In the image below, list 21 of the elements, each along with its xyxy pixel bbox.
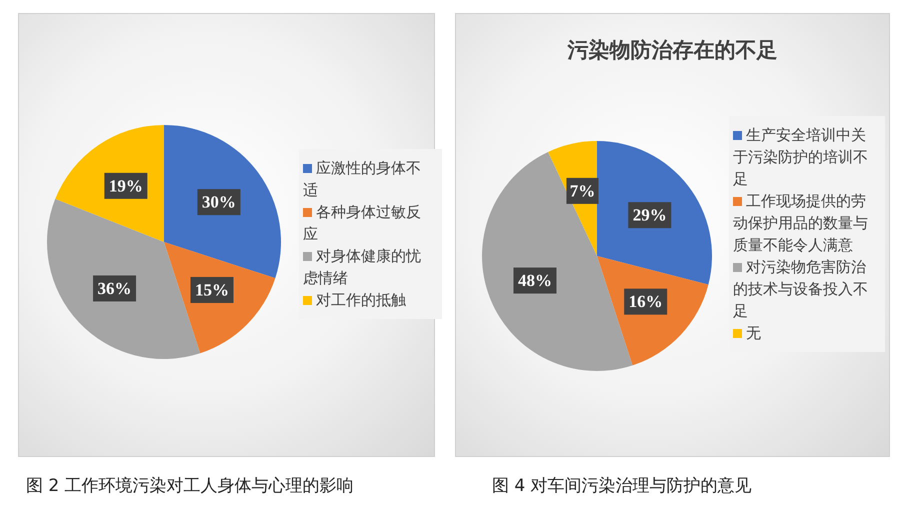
data-label: 48% <box>518 271 552 290</box>
data-label: 15% <box>194 280 229 300</box>
legend-label: 对污染物危害防治的技术与设备投入不足 <box>733 258 868 320</box>
legend-label: 各种身体过敏反应 <box>303 203 421 243</box>
pie-slice <box>164 125 281 278</box>
legend-label: 应激性的身体不适 <box>303 159 421 199</box>
data-label: 36% <box>98 278 132 298</box>
legend-label: 生产安全培训中关于污染防护的培训不足 <box>733 126 868 188</box>
legend-label: 对身体健康的忧虑情绪 <box>303 247 421 287</box>
caption: 图 2 工作环境污染对工人身体与心理的影响 <box>25 475 355 498</box>
legend-label: 工作现场提供的劳动保护用品的数量与质量不能令人满意 <box>733 192 868 254</box>
data-label: 16% <box>628 292 663 312</box>
legend-label: 无 <box>746 324 761 342</box>
caption: 图 4 对车间污染治理与防护的意见 <box>491 475 753 498</box>
legend-label: 对工作的抵触 <box>316 291 406 309</box>
chart-title: 污染物防治存在的不足 <box>566 37 778 64</box>
data-label: 19% <box>108 176 143 196</box>
pie-slice <box>597 141 712 285</box>
data-label: 7% <box>570 181 596 200</box>
data-label: 29% <box>632 206 667 225</box>
data-label: 30% <box>202 192 236 212</box>
